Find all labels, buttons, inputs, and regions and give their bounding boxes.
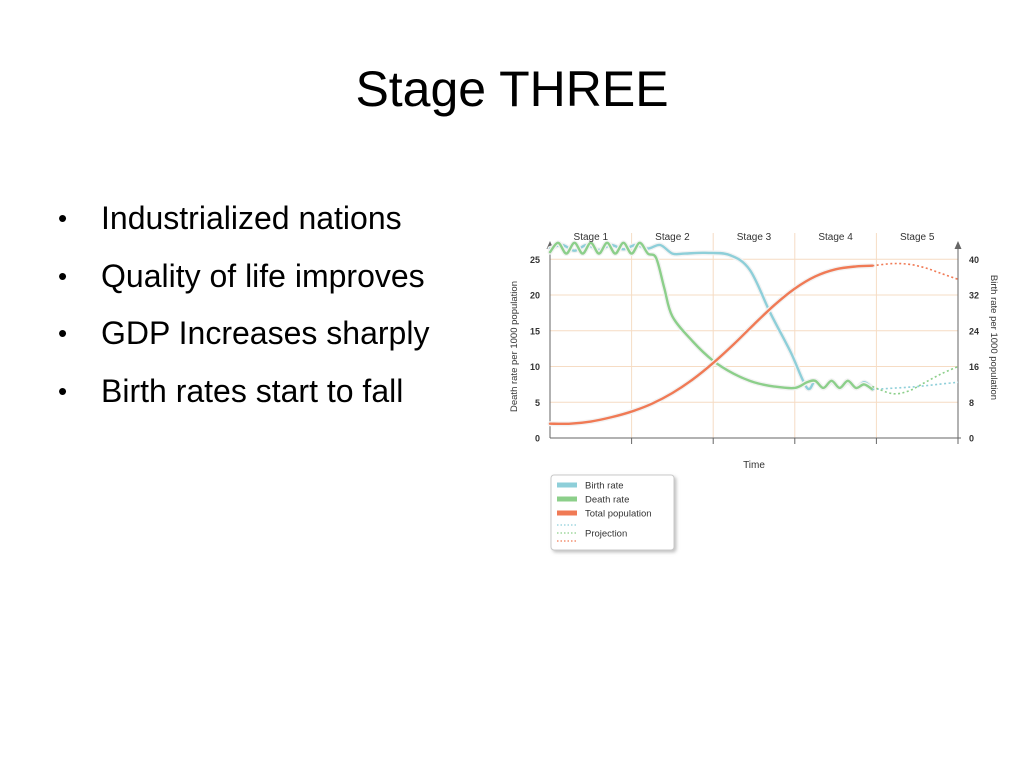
y-left-tick-label: 10 (530, 362, 540, 372)
stage-label: Stage 1 (574, 232, 609, 243)
death-projection-line (872, 365, 959, 395)
bullet-item: • Birth rates start to fall (58, 363, 429, 421)
y-right-axis-title: Birth rate per 1000 population (988, 275, 999, 400)
stage-label: Stage 5 (900, 232, 935, 243)
bullet-text: Birth rates start to fall (101, 372, 404, 409)
legend-label: Birth rate (585, 481, 624, 492)
y-right-tick-label: 24 (969, 326, 979, 336)
bullet-dot: • (58, 375, 68, 406)
y-right-tick-label: 40 (969, 255, 979, 265)
y-right-tick-label: 8 (969, 398, 974, 408)
x-axis-title: Time (743, 460, 765, 471)
legend-label: Projection (585, 529, 627, 540)
y-left-tick-label: 5 (535, 398, 540, 408)
y-left-tick-label: 25 (530, 255, 540, 265)
death-rate-line (548, 241, 874, 391)
y-right-axis-arrow (954, 241, 962, 249)
legend-box (550, 474, 675, 551)
bullet-dot: • (58, 203, 68, 233)
y-left-axis-title: Death rate per 1000 population (509, 281, 520, 412)
slide-title: Stage THREE (355, 61, 669, 117)
legend-swatch (557, 496, 577, 502)
demographic-transition-chart: 0 5 10 15 20 25 0 8 16 24 32 40 Stage 1 Stage 2 Stage … (509, 232, 999, 551)
legend-label: Death rate (585, 495, 629, 506)
bullet-dot: • (58, 318, 68, 348)
stage-label: Stage 4 (818, 232, 853, 243)
bullet-list: • Industrialized nations • Quality of life… (58, 190, 429, 420)
birth-projection-line (872, 381, 959, 391)
bullet-item: • GDP Increases sharply (58, 305, 429, 363)
y-left-tick-label: 20 (530, 291, 540, 301)
y-left-tick-label: 15 (530, 326, 540, 336)
total-population-line-halo (547, 263, 875, 427)
y-right-tick-label: 32 (969, 291, 979, 301)
bullet-item: • Quality of life improves (58, 248, 429, 306)
stage-label: Stage 3 (737, 232, 772, 243)
bullet-text: GDP Increases sharply (101, 315, 430, 351)
bullet-item: • Industrialized nations (58, 190, 429, 248)
legend-swatch (557, 482, 577, 488)
stage-label: Stage 2 (655, 232, 690, 243)
bullet-text: Industrialized nations (101, 200, 402, 236)
legend-label: Total population (585, 509, 652, 520)
total-population-line (548, 264, 874, 426)
y-right-tick-label: 16 (969, 362, 979, 372)
y-left-tick-label: 0 (535, 434, 540, 444)
y-right-tick-label: 0 (969, 434, 974, 444)
bullet-dot: • (58, 260, 68, 291)
legend-swatch (557, 510, 577, 516)
bullet-text: Quality of life improves (101, 257, 425, 294)
population-projection-line (872, 262, 959, 281)
